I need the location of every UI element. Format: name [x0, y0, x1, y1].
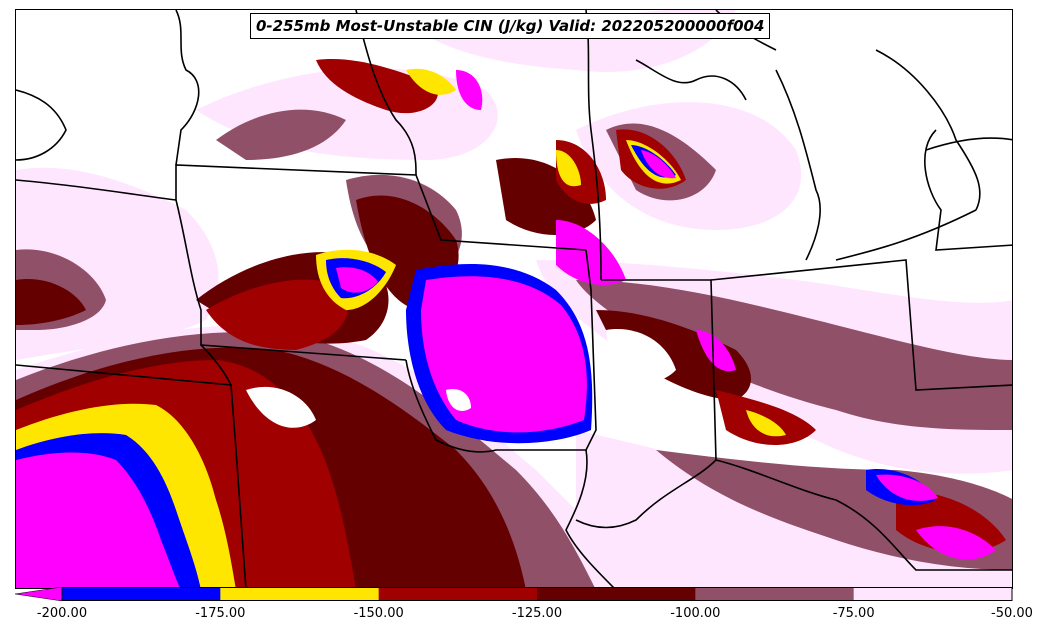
- colorbar-tick-label: -125.00: [511, 606, 563, 621]
- colorbar-segment: [695, 587, 855, 601]
- colorbar-tick-label: -75.00: [832, 606, 875, 621]
- colorbar: [15, 587, 1013, 601]
- colorbar-outline: [61, 587, 1013, 601]
- colorbar-segment: [537, 587, 696, 601]
- cin-map: [16, 10, 1012, 588]
- colorbar-tick-label: -50.00: [991, 606, 1033, 621]
- colorbar-tick-label: -150.00: [353, 606, 404, 621]
- colorbar-segment: [62, 587, 221, 601]
- state-boundaries: [16, 10, 1012, 588]
- colorbar-tick-label: -200.00: [36, 606, 88, 621]
- colorbar-segment: [378, 587, 538, 601]
- colorbar-tick-label: -175.00: [195, 606, 246, 621]
- colorbar-tick-label: -100.00: [670, 606, 721, 621]
- colorbar-segment: [853, 587, 1013, 601]
- cin-fill-white-holes: [246, 329, 676, 428]
- colorbar-segments: [62, 587, 1013, 601]
- map-panel: [15, 9, 1013, 589]
- colorbar-extend-min: [15, 587, 63, 601]
- colorbar-segment: [220, 587, 380, 601]
- map-title: 0-255mb Most-Unstable CIN (J/kg) Valid: …: [250, 13, 771, 39]
